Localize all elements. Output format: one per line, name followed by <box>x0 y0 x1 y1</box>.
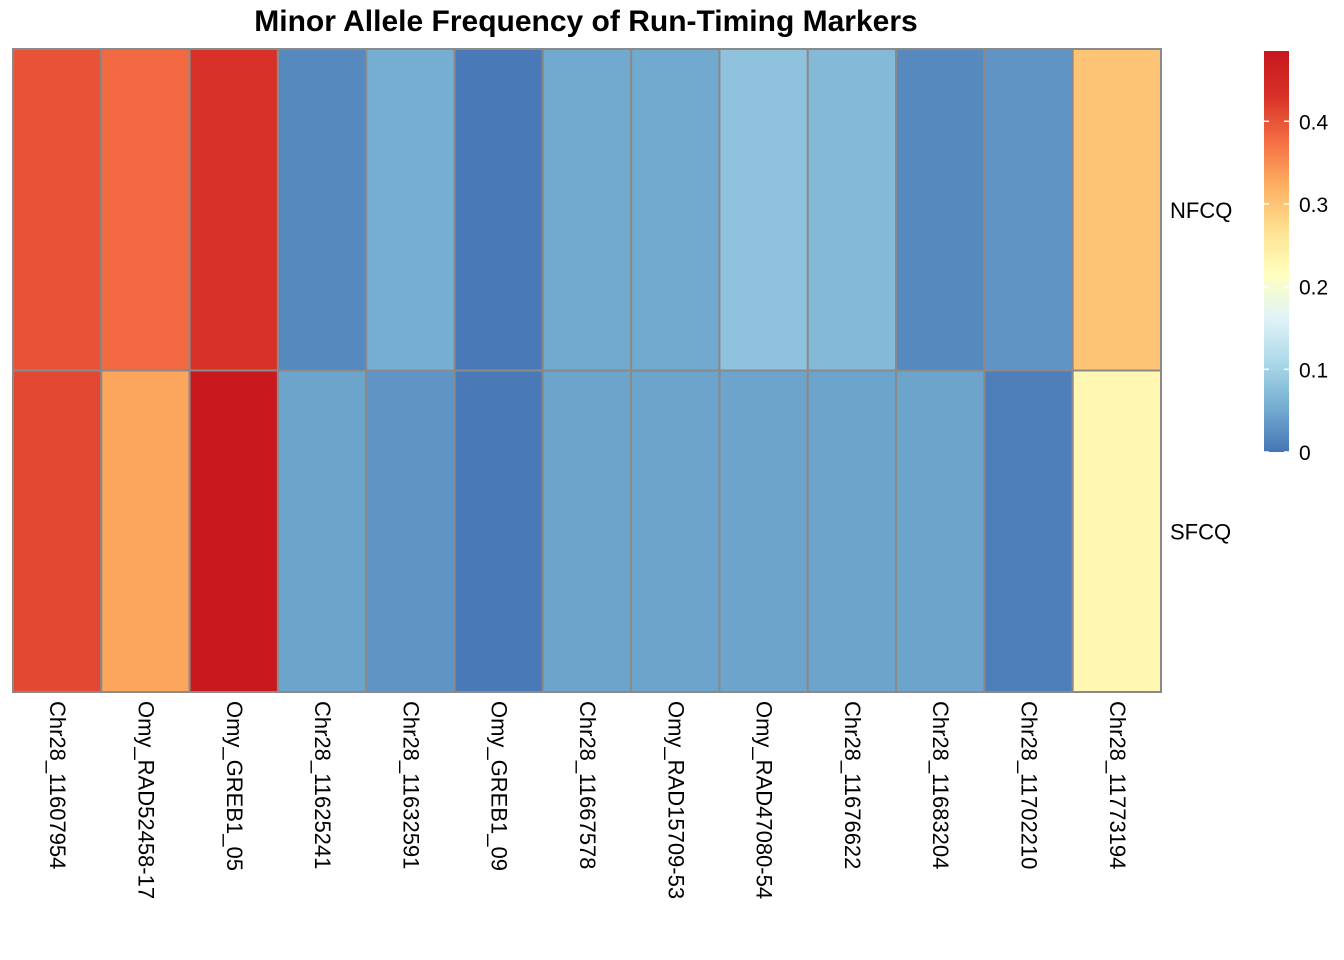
column-label: Chr28_11676622 <box>840 701 865 869</box>
column-label: Omy_RAD52458-17 <box>133 701 158 899</box>
column-label: Omy_RAD47080-54 <box>752 701 777 899</box>
heatmap-cell <box>541 48 633 372</box>
row-label: NFCQ <box>1170 198 1232 223</box>
heatmap-cell <box>276 48 368 372</box>
heatmap-cell <box>188 48 279 372</box>
heatmap-cell <box>895 48 986 372</box>
row-labels: NFCQ SFCQ <box>1170 198 1232 545</box>
heatmap-cell <box>718 369 809 693</box>
heatmap-cell <box>365 48 456 372</box>
column-label: Chr28_11773194 <box>1105 701 1130 869</box>
heatmap-cell <box>100 369 191 693</box>
heatmap-cell <box>1071 48 1162 372</box>
column-label: Chr28_11667578 <box>575 701 600 869</box>
color-legend: 0 0.1 0.2 0.3 0.4 <box>1264 51 1329 465</box>
heatmap-cell <box>12 369 103 693</box>
heatmap-cell <box>630 369 721 693</box>
legend-tick-label: 0.3 <box>1299 194 1328 217</box>
heatmap-cell <box>806 48 898 372</box>
legend-tick-label: 0.4 <box>1299 111 1329 134</box>
row-label: SFCQ <box>1170 519 1231 544</box>
legend-tick-label: 0.2 <box>1299 277 1328 300</box>
legend-tick-label: 0.1 <box>1299 359 1328 382</box>
heatmap-cell <box>12 48 103 372</box>
heatmap-cell <box>983 369 1074 693</box>
column-label: Chr28_11632591 <box>398 701 423 869</box>
heatmap-cell <box>806 369 898 693</box>
heatmap-cell <box>718 48 809 372</box>
column-label: Omy_RAD15709-53 <box>663 701 688 899</box>
heatmap-cell <box>630 48 721 372</box>
heatmap-cell <box>276 369 368 693</box>
legend-tick-label: 0 <box>1299 442 1311 465</box>
column-label: Chr28_11607954 <box>45 701 70 869</box>
column-label: Omy_GREB1_05 <box>222 701 247 871</box>
column-labels: Chr28_11607954 Omy_RAD52458-17 Omy_GREB1_0… <box>45 701 1130 899</box>
heatmap-cell <box>541 369 633 693</box>
legend-colorbar <box>1264 51 1289 452</box>
heatmap-cell <box>453 369 544 693</box>
heatmap-cell <box>1071 369 1162 693</box>
column-label: Omy_GREB1_09 <box>487 701 512 871</box>
heatmap-cell <box>895 369 986 693</box>
heatmap-cell <box>188 369 279 693</box>
chart-title: Minor Allele Frequency of Run-Timing Mar… <box>254 5 917 38</box>
column-label: Chr28_11702210 <box>1017 701 1042 869</box>
column-label: Chr28_11625241 <box>310 701 335 869</box>
heatmap-cells <box>12 48 1162 693</box>
heatmap-cell <box>100 48 191 372</box>
heatmap-cell <box>365 369 456 693</box>
column-label: Chr28_11683204 <box>928 701 953 869</box>
heatmap-cell <box>983 48 1074 372</box>
heatmap-cell <box>453 48 544 372</box>
